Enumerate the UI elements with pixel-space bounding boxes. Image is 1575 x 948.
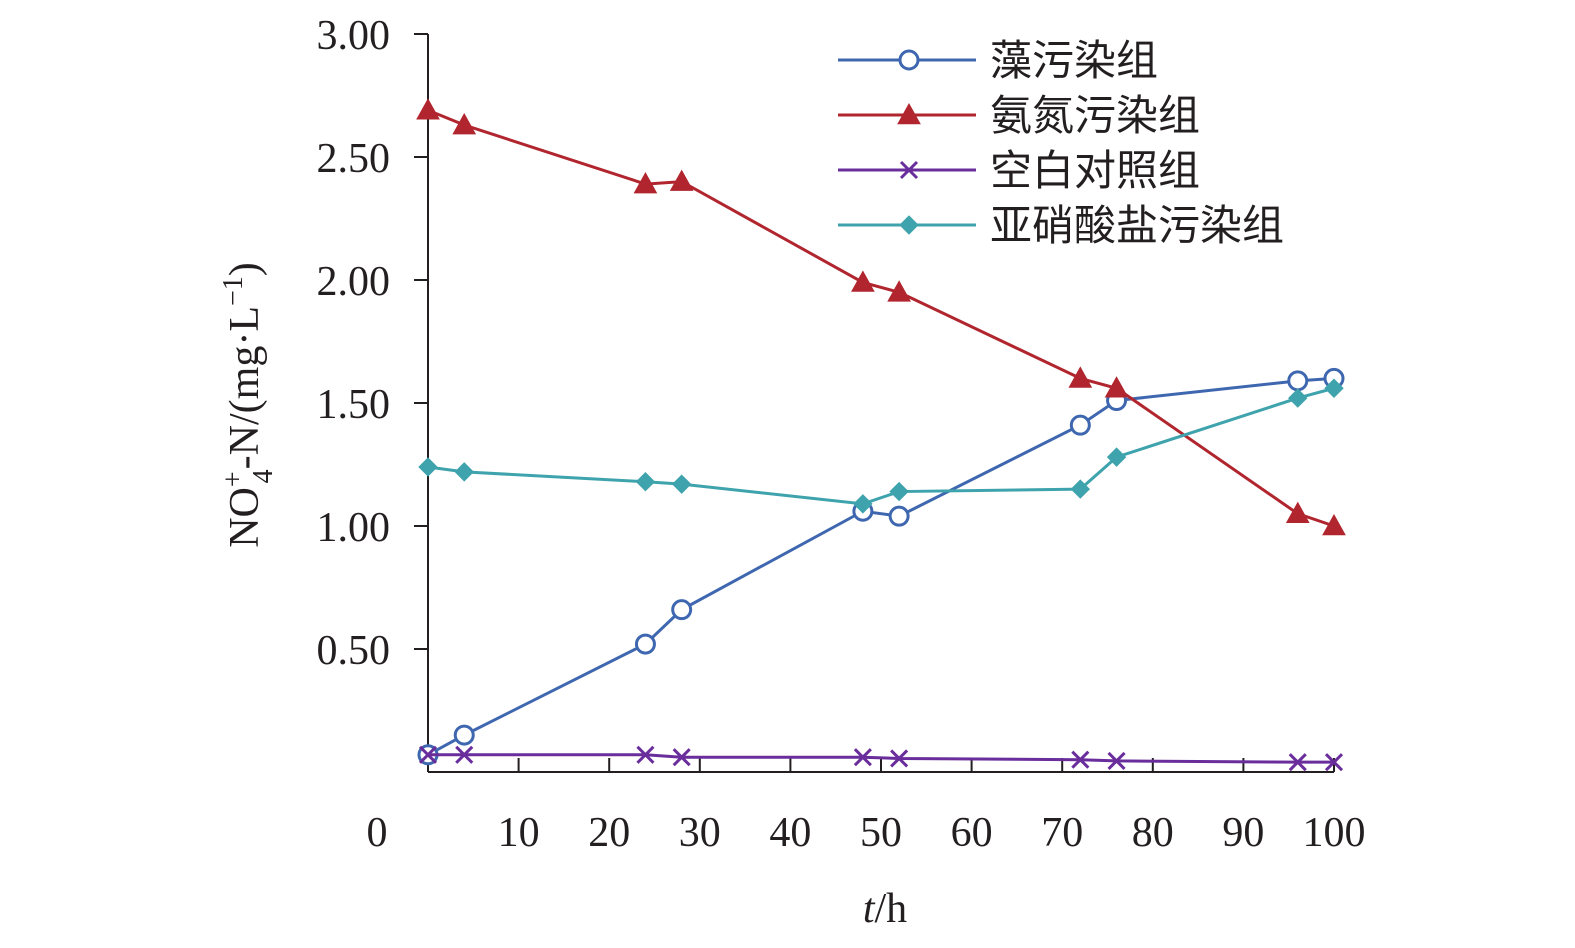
legend-item: 空白对照组 xyxy=(838,146,1200,195)
data-point xyxy=(633,172,658,194)
axes xyxy=(427,34,1334,773)
data-point xyxy=(1322,513,1346,536)
data-point xyxy=(418,745,438,764)
y-tick-label: 1.50 xyxy=(317,382,391,428)
data-point xyxy=(453,724,475,746)
data-point xyxy=(1068,366,1093,388)
y-axis-title: NO+4-N/(mg·L−1) xyxy=(218,262,279,548)
data-point xyxy=(634,633,656,655)
y-tick-label: 2.50 xyxy=(317,136,391,182)
data-point xyxy=(452,112,477,135)
y-tick-label: 2.00 xyxy=(317,259,391,305)
data-point xyxy=(671,474,692,494)
x-tick-label: 30 xyxy=(679,810,721,856)
data-point xyxy=(636,745,655,764)
data-point xyxy=(416,98,440,120)
legend-item: 藻污染组 xyxy=(838,36,1158,85)
data-point xyxy=(669,169,694,191)
data-point xyxy=(1107,751,1126,770)
data-point xyxy=(889,481,909,502)
data-point xyxy=(454,462,474,482)
data-point xyxy=(1104,376,1129,398)
x-tick-label: 50 xyxy=(860,810,902,856)
data-point xyxy=(887,280,911,302)
data-point xyxy=(1106,447,1127,467)
legend-item: 氨氮污染组 xyxy=(838,91,1200,140)
data-point xyxy=(1069,414,1091,436)
series-layer xyxy=(416,98,1346,772)
x-tick-label: 20 xyxy=(588,810,630,856)
data-point xyxy=(1288,388,1308,408)
y-tick-label: 0.50 xyxy=(317,628,391,674)
data-point xyxy=(635,472,656,492)
data-point xyxy=(851,270,875,292)
data-point xyxy=(455,745,474,764)
y-tick-label: 1.00 xyxy=(317,505,391,551)
y-tick-label: 3.00 xyxy=(317,13,391,59)
x-tick-label: 80 xyxy=(1132,810,1174,856)
legend-label: 亚硝酸盐污染组 xyxy=(990,201,1284,250)
x-tick-label: 0 xyxy=(367,810,388,856)
data-point xyxy=(1070,479,1091,499)
series-4 xyxy=(418,378,1344,514)
x-tick-label: 60 xyxy=(951,810,993,856)
legend-marker xyxy=(899,215,919,235)
legend-label: 氨氮污染组 xyxy=(990,91,1200,140)
series-line xyxy=(428,753,1334,764)
data-point xyxy=(418,457,438,477)
data-point xyxy=(888,505,910,527)
series-line xyxy=(427,386,1335,506)
legend-marker xyxy=(899,160,919,180)
legend-item: 亚硝酸盐污染组 xyxy=(838,201,1284,250)
legend-marker xyxy=(897,102,921,125)
data-point xyxy=(1285,501,1310,523)
data-point xyxy=(1287,370,1309,392)
series-3 xyxy=(418,745,1344,772)
x-tick-label: 70 xyxy=(1041,810,1083,856)
x-tick-label: 40 xyxy=(769,810,811,856)
legend-label: 空白对照组 xyxy=(990,146,1200,195)
data-point xyxy=(1071,750,1090,769)
legend-marker xyxy=(898,49,920,71)
series-line xyxy=(427,376,1335,757)
x-axis-title: t/h xyxy=(863,886,907,932)
x-tick-label: 90 xyxy=(1222,810,1264,856)
data-point xyxy=(1324,753,1344,772)
series-2 xyxy=(416,98,1346,536)
data-point xyxy=(853,494,873,514)
data-point xyxy=(853,748,872,767)
x-tick-label: 100 xyxy=(1303,810,1366,856)
data-point xyxy=(1288,753,1307,772)
data-point xyxy=(671,599,693,621)
axis-ticks: 0.50 1.00 1.50 2.00 2.50 3.00 0 10 20 30 40 50 60 70 8… xyxy=(317,13,1366,856)
series-line xyxy=(427,108,1335,528)
x-tick-label: 10 xyxy=(498,810,540,856)
data-point xyxy=(1324,378,1344,398)
legend-label: 藻污染组 xyxy=(990,36,1158,85)
data-point xyxy=(672,748,691,767)
data-point xyxy=(890,749,909,768)
